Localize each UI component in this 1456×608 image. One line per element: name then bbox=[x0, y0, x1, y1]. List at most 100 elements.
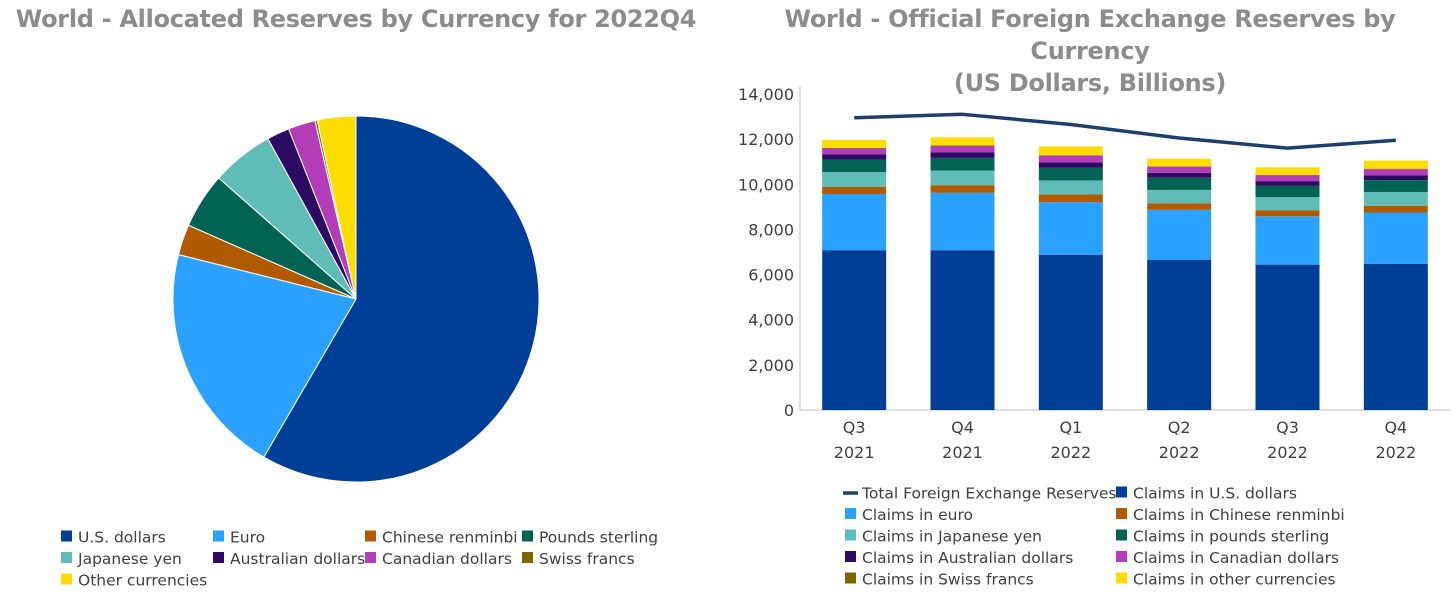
bar-legend-label-claims-in-chinese-renminbi: Claims in Chinese renminbi bbox=[1133, 506, 1345, 524]
bar-chart: 0 2,000 4,000 6,000 8,000 10,000 12,000 14,000 Q… bbox=[738, 85, 1450, 462]
x-tick-label-quarter: Q2 bbox=[1168, 418, 1191, 437]
bar-segment-claims-in-euro bbox=[930, 192, 995, 251]
bar-segment-claims-in-japanese-yen bbox=[1255, 197, 1320, 211]
bar-legend-label-claims-in-swiss-francs: Claims in Swiss francs bbox=[862, 571, 1034, 589]
bar-segment-claims-in-australian-dollars bbox=[1363, 175, 1428, 181]
y-tick-label: 2,000 bbox=[748, 356, 794, 375]
pie-chart bbox=[172, 115, 540, 483]
pie-chart-title: World - Allocated Reserves by Currency f… bbox=[15, 5, 697, 33]
bar-legend-label-total-foreign-exchange-reserves: Total Foreign Exchange Reserves bbox=[861, 485, 1116, 503]
bar-segment-claims-in-u-s-dollars bbox=[1363, 263, 1428, 410]
bar-segment-claims-in-japanese-yen bbox=[1147, 189, 1212, 204]
bar-legend-swatch-claims-in-pounds-sterling bbox=[1116, 529, 1127, 541]
bar-segment-claims-in-pounds-sterling bbox=[822, 159, 887, 173]
bar-segment-claims-in-chinese-renminbi bbox=[1363, 205, 1428, 213]
bar-segment-claims-in-canadian-dollars bbox=[930, 145, 995, 153]
x-tick-label-year: 2021 bbox=[834, 443, 875, 462]
bar-legend-swatch-claims-in-chinese-renminbi bbox=[1116, 508, 1127, 519]
pie-legend-label-canadian-dollars: Canadian dollars bbox=[382, 550, 512, 568]
pie-legend-swatch-canadian-dollars bbox=[365, 552, 376, 563]
bar-legend-label-claims-in-japanese-yen: Claims in Japanese yen bbox=[862, 528, 1042, 546]
bar-legend-swatch-claims-in-canadian-dollars bbox=[1116, 551, 1127, 562]
pie-slice-other-currencies bbox=[316, 115, 357, 300]
bar-legend-swatch-claims-in-euro bbox=[845, 508, 856, 519]
x-tick-label-quarter: Q4 bbox=[951, 418, 974, 437]
bar-segment-claims-in-australian-dollars bbox=[822, 154, 887, 160]
pie-legend-label-chinese-renminbi: Chinese renminbi bbox=[382, 529, 518, 547]
pie-legend-label-japanese-yen: Japanese yen bbox=[77, 550, 182, 568]
y-tick-label: 6,000 bbox=[748, 266, 794, 285]
y-tick-label: 8,000 bbox=[748, 220, 794, 239]
y-tick-label: 0 bbox=[784, 401, 794, 420]
pie-slice-u-s-dollars bbox=[263, 115, 540, 483]
y-tick-label: 10,000 bbox=[738, 175, 794, 194]
bar-segment-claims-in-pounds-sterling bbox=[1147, 177, 1212, 190]
bar-legend-swatch-claims-in-other-currencies bbox=[1116, 572, 1127, 584]
bar-legend-swatch-claims-in-australian-dollars bbox=[845, 551, 856, 562]
bar-segment-claims-in-euro bbox=[1255, 216, 1320, 265]
bar-segment-claims-in-euro bbox=[1363, 212, 1428, 264]
x-tick-label-quarter: Q3 bbox=[843, 418, 866, 437]
x-tick-label-year: 2022 bbox=[1050, 443, 1091, 462]
bar-segment-claims-in-japanese-yen bbox=[930, 170, 995, 186]
bar-segment-claims-in-australian-dollars bbox=[930, 152, 995, 158]
y-tick-label: 12,000 bbox=[738, 130, 794, 149]
bar-legend: Total Foreign Exchange Reserves Claims in… bbox=[843, 485, 1345, 589]
bar-segment-claims-in-chinese-renminbi bbox=[1038, 194, 1103, 203]
bar-segment-claims-in-pounds-sterling bbox=[1038, 167, 1103, 181]
bar-segment-claims-in-other-currencies bbox=[822, 139, 887, 148]
pie-legend-label-euro: Euro bbox=[230, 529, 265, 547]
x-tick-label-year: 2022 bbox=[1375, 443, 1416, 462]
pie-legend-swatch-swiss-francs bbox=[522, 552, 533, 563]
bar-segment-claims-in-euro bbox=[1038, 202, 1103, 255]
pie-legend-swatch-other-currencies bbox=[61, 573, 72, 585]
bar-segment-claims-in-japanese-yen bbox=[822, 172, 887, 187]
pie-legend-swatch-australian-dollars bbox=[213, 552, 224, 563]
bar-segment-claims-in-euro bbox=[822, 193, 887, 251]
bar-legend-label-claims-in-canadian-dollars: Claims in Canadian dollars bbox=[1133, 549, 1339, 567]
bar-segment-claims-in-canadian-dollars bbox=[1255, 175, 1320, 182]
x-tick-label-quarter: Q1 bbox=[1059, 418, 1082, 437]
bar-segment-claims-in-pounds-sterling bbox=[1363, 180, 1428, 192]
bar-segment-claims-in-u-s-dollars bbox=[1147, 259, 1212, 410]
bar-segment-claims-in-other-currencies bbox=[1038, 146, 1103, 156]
pie-legend-swatch-japanese-yen bbox=[61, 552, 72, 563]
bar-legend-label-claims-in-u-s-dollars: Claims in U.S. dollars bbox=[1133, 485, 1297, 503]
x-tick-label-year: 2021 bbox=[942, 443, 983, 462]
bar-chart-title-line1: World - Official Foreign Exchange Reserv… bbox=[784, 5, 1396, 65]
x-tick-label-year: 2022 bbox=[1159, 443, 1200, 462]
bar-segment-claims-in-pounds-sterling bbox=[930, 157, 995, 171]
pie-legend-swatch-u-s-dollars bbox=[61, 530, 72, 542]
pie-legend-swatch-pounds-sterling bbox=[522, 530, 533, 542]
bar-segment-claims-in-canadian-dollars bbox=[1038, 155, 1103, 163]
pie-legend: U.S. dollars Euro Chinese renminbi Pounds s… bbox=[61, 529, 658, 590]
bar-segment-claims-in-australian-dollars bbox=[1038, 162, 1103, 168]
pie-legend-label-u-s-dollars: U.S. dollars bbox=[78, 529, 166, 547]
bar-legend-swatch-claims-in-swiss-francs bbox=[845, 572, 856, 584]
bar-chart-title: World - Official Foreign Exchange Reserv… bbox=[730, 3, 1450, 99]
bar-segment-claims-in-other-currencies bbox=[1147, 158, 1212, 167]
bar-segment-claims-in-u-s-dollars bbox=[930, 250, 995, 410]
bar-segment-claims-in-australian-dollars bbox=[1147, 172, 1212, 178]
bar-segment-claims-in-other-currencies bbox=[1363, 160, 1428, 169]
bar-segment-claims-in-chinese-renminbi bbox=[1147, 203, 1212, 210]
bar-legend-label-claims-in-other-currencies: Claims in other currencies bbox=[1133, 571, 1336, 589]
pie-slice-euro bbox=[172, 253, 357, 458]
x-tick-label-quarter: Q3 bbox=[1276, 418, 1299, 437]
bar-legend-label-claims-in-euro: Claims in euro bbox=[862, 506, 973, 524]
bar-legend-swatch-claims-in-u-s-dollars bbox=[1116, 486, 1127, 498]
bar-segment-claims-in-other-currencies bbox=[930, 137, 995, 146]
bar-chart-title-line2: (US Dollars, Billions) bbox=[953, 69, 1227, 97]
bar-segment-claims-in-chinese-renminbi bbox=[930, 185, 995, 193]
bar-segment-claims-in-japanese-yen bbox=[1038, 180, 1103, 195]
bar-segment-claims-in-u-s-dollars bbox=[1038, 254, 1103, 410]
pie-legend-label-swiss-francs: Swiss francs bbox=[539, 550, 635, 568]
pie-legend-label-other-currencies: Other currencies bbox=[78, 572, 207, 590]
bar-segment-claims-in-canadian-dollars bbox=[822, 148, 887, 155]
bar-segment-claims-in-u-s-dollars bbox=[1255, 264, 1320, 410]
bar-segment-claims-in-canadian-dollars bbox=[1147, 166, 1212, 173]
bar-segment-claims-in-other-currencies bbox=[1255, 167, 1320, 175]
bar-segment-claims-in-japanese-yen bbox=[1363, 191, 1428, 206]
